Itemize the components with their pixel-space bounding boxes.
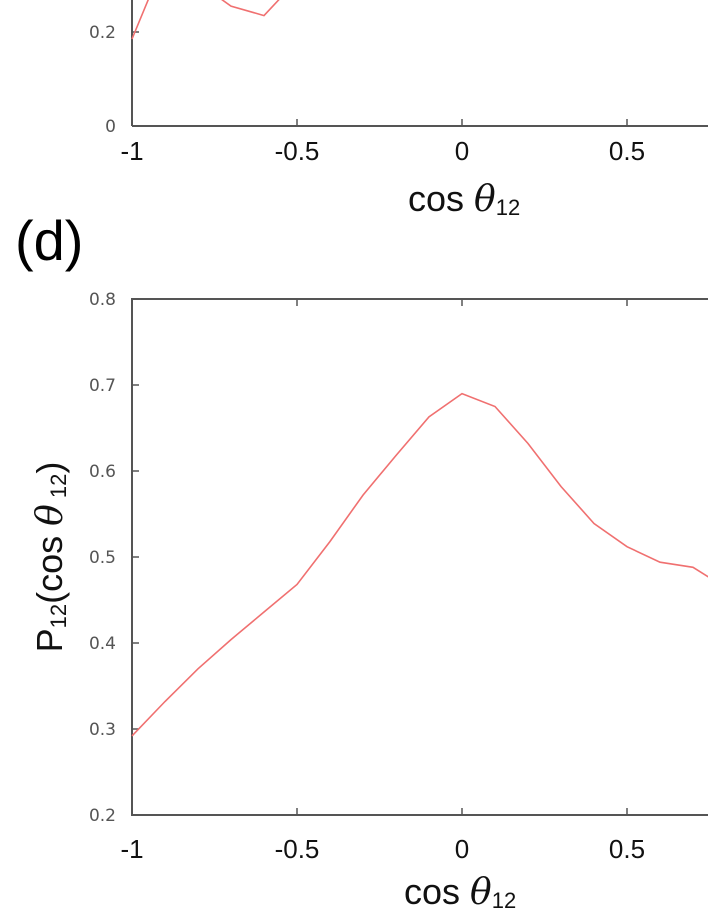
y-tick-label: 0.8 — [89, 290, 116, 310]
y-axis-title-close: ) — [29, 462, 70, 474]
y-tick-label: 0.5 — [89, 548, 116, 568]
panel-d-x-axis-title: cos θ12 — [404, 871, 516, 913]
x-tick-label: -0.5 — [275, 834, 320, 864]
panel-d: 0.8 0.7 0.6 0.5 0.4 0.3 0.2-1 -0.5 0 0.5 P12(cos … — [29, 290, 708, 913]
panel-d-ticks: 0.8 0.7 0.6 0.5 0.4 0.3 0.2-1 -0.5 0 0.5 — [89, 290, 645, 864]
y-axis-title-p: P — [29, 628, 70, 652]
top-panel: 0.20-1 -0.5 0 0.5 cos θ12 — [89, 0, 708, 220]
panel-d-plot-frame — [131, 298, 708, 816]
top-panel-x-axis-title: cos θ12 — [408, 178, 520, 220]
x-axis-title-subscript: 12 — [496, 195, 520, 220]
top-panel-series — [131, 0, 280, 40]
x-axis-title-main: cos — [408, 178, 474, 219]
panel-label-d: (d) — [15, 209, 83, 272]
top-panel-ticks: 0.20-1 -0.5 0 0.5 — [89, 23, 645, 166]
theta-symbol: θ — [470, 872, 492, 913]
x-axis-title-main: cos — [404, 871, 470, 912]
x-axis-title-subscript: 12 — [492, 888, 516, 913]
x-tick-label: 0 — [455, 834, 469, 864]
panel-d-y-axis-title: P12(cos θ 12) — [29, 462, 71, 653]
x-tick-label: -0.5 — [275, 136, 320, 166]
y-tick-label: 0.4 — [89, 634, 116, 654]
x-tick-label: 0.5 — [609, 136, 645, 166]
y-tick-label: 0.2 — [89, 806, 116, 826]
x-tick-label: -1 — [120, 834, 143, 864]
theta-symbol: θ — [30, 504, 71, 526]
y-tick-label: 0.7 — [89, 376, 116, 396]
y-tick-label: 0.6 — [89, 462, 116, 482]
y-tick-label: 0 — [105, 117, 116, 137]
y-axis-title-open: (cos — [29, 526, 70, 604]
y-tick-label: 0.2 — [89, 23, 116, 43]
theta-symbol: θ — [474, 179, 496, 220]
x-tick-label: 0 — [455, 136, 469, 166]
series-line — [131, 0, 280, 40]
x-tick-label: -1 — [120, 136, 143, 166]
panel-d-series — [131, 392, 708, 737]
y-axis-title-p-subscript: 12 — [46, 604, 71, 628]
y-axis-title-subscript: 12 — [46, 474, 71, 505]
x-tick-label: 0.5 — [609, 834, 645, 864]
y-tick-label: 0.3 — [89, 720, 116, 740]
series-line — [131, 392, 708, 737]
